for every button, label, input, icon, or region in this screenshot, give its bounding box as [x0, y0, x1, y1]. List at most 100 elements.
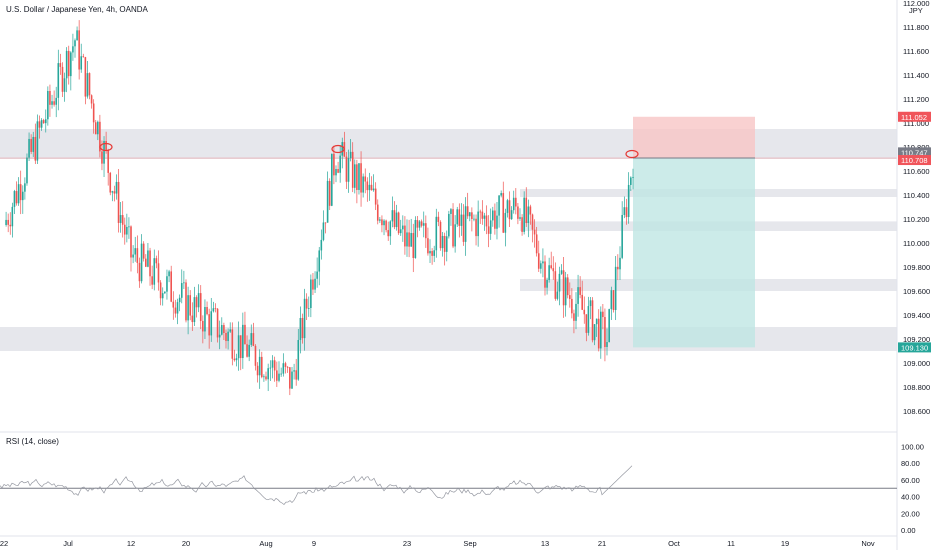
- candle-body: [145, 258, 147, 267]
- candle-body: [610, 290, 613, 310]
- candle-body: [623, 207, 626, 215]
- candle-body: [168, 271, 170, 277]
- candle-body: [178, 297, 181, 303]
- candle-body: [512, 197, 515, 211]
- candle-body: [34, 136, 37, 161]
- candle-body: [483, 215, 486, 219]
- candle-body: [379, 219, 381, 221]
- candle-body: [40, 120, 43, 128]
- price-tick-label: 111.400: [903, 71, 929, 80]
- candle-body: [387, 230, 390, 237]
- candle-body: [353, 164, 356, 188]
- candle-body: [562, 270, 565, 306]
- candle-body: [88, 73, 91, 96]
- candle-body: [49, 91, 51, 105]
- candle-body: [504, 212, 507, 233]
- candle-body: [197, 293, 200, 308]
- candle-body: [515, 197, 517, 207]
- candle-body: [278, 373, 280, 381]
- candle-body: [159, 282, 162, 299]
- candle-body: [621, 214, 623, 258]
- candle-body: [250, 333, 253, 345]
- time-tick-label: 11: [727, 539, 735, 548]
- candle-body: [479, 211, 482, 213]
- candle-body: [51, 101, 53, 105]
- candle-body: [246, 344, 248, 357]
- time-tick-label: Jul: [63, 539, 73, 548]
- time-axis[interactable]: 22 Jul 12 20 Aug 9 23 Sep 13 21 Oct 11 19 Nov: [0, 539, 875, 548]
- candle-body: [349, 151, 352, 159]
- candle-body: [475, 218, 477, 237]
- candle-body: [28, 138, 30, 158]
- candle-body: [575, 303, 577, 321]
- time-tick-label: Sep: [463, 539, 476, 548]
- candle-body: [61, 66, 64, 92]
- price-tick-label: 111.200: [903, 95, 929, 104]
- candle-body: [494, 210, 496, 229]
- candle-body: [414, 220, 417, 258]
- candle-body: [140, 243, 143, 282]
- candle-body: [123, 224, 126, 235]
- time-tick-label: 19: [781, 539, 789, 548]
- price-tick-label: 110.400: [903, 191, 930, 200]
- candle-body: [53, 101, 55, 105]
- candle-body: [502, 193, 505, 233]
- candle-body: [185, 282, 187, 321]
- candle-body: [600, 311, 602, 349]
- candle-body: [335, 168, 337, 176]
- candle-body: [437, 216, 440, 222]
- candle-body: [65, 50, 68, 79]
- candle-body: [74, 40, 76, 47]
- candle-body: [47, 91, 49, 120]
- candle-body: [595, 318, 598, 325]
- candle-body: [420, 221, 423, 226]
- candle-body: [126, 226, 128, 235]
- candle-body: [164, 291, 166, 294]
- candle-body: [13, 191, 16, 207]
- candle-body: [523, 197, 525, 232]
- candle-body: [339, 155, 341, 173]
- candle-body: [138, 262, 141, 282]
- candle-body: [109, 172, 112, 193]
- short-position-tool[interactable]: [0, 116, 897, 348]
- candle-body: [399, 229, 402, 234]
- candle-body: [157, 263, 160, 283]
- candle-body: [289, 367, 291, 389]
- candle-body: [218, 334, 221, 338]
- candle-body: [397, 212, 400, 234]
- price-badge-label: 110.747: [901, 148, 928, 157]
- candle-body: [105, 140, 107, 150]
- time-tick-label: Aug: [259, 539, 272, 548]
- take-profit-zone[interactable]: [633, 158, 755, 348]
- candle-body: [17, 184, 20, 204]
- rsi-pane[interactable]: 100.00 80.00 60.00 40.00 20.00 0.00: [0, 443, 924, 536]
- candle-body: [410, 233, 412, 247]
- stop-loss-zone[interactable]: [633, 116, 755, 159]
- candle-body: [142, 243, 145, 259]
- candle-body: [573, 313, 575, 321]
- price-badge-label: 109.130: [901, 343, 928, 352]
- candle-body: [589, 300, 592, 307]
- candle-body: [291, 371, 293, 389]
- candle-body: [496, 215, 498, 229]
- candle-body: [489, 220, 492, 234]
- price-badge: 110.747: [898, 147, 931, 158]
- candle-body: [566, 277, 569, 296]
- candle-body: [540, 263, 542, 269]
- chart-title: U.S. Dollar / Japanese Yen, 4h, OANDA: [6, 5, 149, 14]
- candle-body: [374, 188, 377, 205]
- price-axis[interactable]: 112.000 JPY 111.800 111.600 111.400 111.200…: [903, 0, 930, 416]
- candle-body: [193, 297, 196, 323]
- candle-body: [305, 298, 308, 309]
- candle-body: [617, 266, 619, 270]
- price-tick-label: 110.200: [903, 215, 930, 224]
- candle-body: [216, 308, 219, 338]
- time-tick-label: Nov: [861, 539, 875, 548]
- candle-body: [331, 153, 333, 206]
- swing-high-marker: [625, 149, 639, 159]
- candle-body: [441, 235, 444, 249]
- zone-rect: [0, 129, 897, 159]
- candle-body: [412, 233, 415, 258]
- candle-body: [67, 50, 70, 77]
